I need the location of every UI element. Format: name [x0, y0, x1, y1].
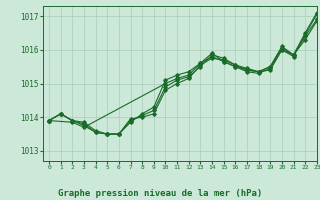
Text: Graphe pression niveau de la mer (hPa): Graphe pression niveau de la mer (hPa): [58, 189, 262, 198]
